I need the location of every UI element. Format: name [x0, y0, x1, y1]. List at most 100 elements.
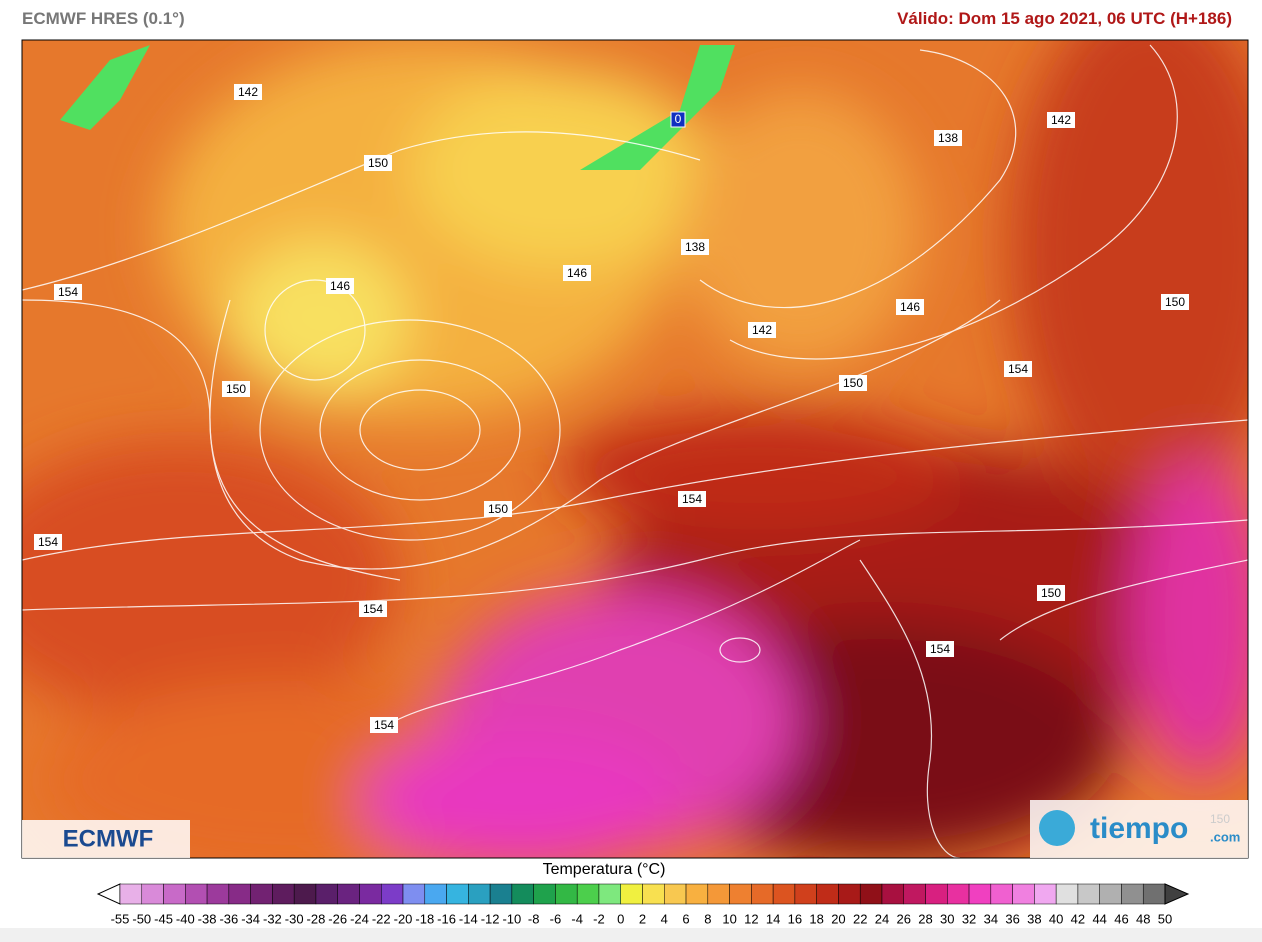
contour-label-box	[234, 84, 262, 100]
colorbar-swatch	[337, 883, 360, 905]
colorbar-tick: 2	[639, 911, 646, 926]
colorbar-swatch	[1142, 883, 1166, 905]
contour-label-box	[484, 501, 512, 517]
contour-label: 154	[38, 535, 58, 549]
contour-label-box	[563, 265, 591, 281]
colorbar-tick: -24	[350, 911, 369, 926]
colorbar-tick: -22	[372, 911, 391, 926]
contour-label: 154	[374, 718, 394, 732]
colorbar-tick: -45	[154, 911, 173, 926]
colorbar-tick: 20	[831, 911, 845, 926]
contour-label-box	[1047, 112, 1075, 128]
contour-label: 150	[488, 502, 508, 516]
contour-label-box	[1037, 585, 1065, 601]
colorbar-tick: 4	[661, 911, 668, 926]
contour-label: 142	[752, 323, 772, 337]
colorbar-tick: -55	[111, 911, 130, 926]
contour-label-box	[1161, 294, 1189, 310]
contour-label: 146	[330, 279, 350, 293]
colorbar-tick: 14	[766, 911, 780, 926]
colorbar-tick: 40	[1049, 911, 1063, 926]
colorbar-swatch	[315, 883, 338, 905]
contour-label-box	[748, 322, 776, 338]
colorbar-tick: 46	[1114, 911, 1128, 926]
contour-label-box	[678, 491, 706, 507]
colorbar-tick: -4	[571, 911, 583, 926]
colorbar-swatch	[968, 883, 992, 905]
contour-labels: 142 150 146 138 138 142 154 146 150 142 146 150 154 1…	[34, 84, 1189, 733]
tiempo-suffix: .com	[1210, 829, 1240, 844]
colorbar-swatch	[163, 883, 186, 905]
contour-label: 150	[1041, 586, 1061, 600]
colorbar-swatch	[620, 883, 643, 905]
colorbar-swatch	[119, 883, 143, 905]
contour-label: 154	[930, 642, 950, 656]
colorbar-low	[96, 883, 121, 905]
colorbar-swatch	[468, 883, 491, 905]
contour-label: 150	[226, 382, 246, 396]
colorbar-tick: 38	[1027, 911, 1041, 926]
colorbar-tick: 10	[722, 911, 736, 926]
colorbar-swatch	[293, 883, 317, 905]
valid-time: Válido: Dom 15 ago 2021, 06 UTC (H+186)	[897, 9, 1232, 28]
colorbar-swatch	[1012, 883, 1035, 905]
colorbar-tick: 12	[744, 911, 758, 926]
colorbar-tick: 16	[788, 911, 802, 926]
colorbar-tick: -32	[263, 911, 282, 926]
temperature-field	[22, 40, 1248, 858]
marker-box	[670, 111, 686, 128]
colorbar-tick: -14	[459, 911, 478, 926]
colorbar-swatch	[685, 883, 709, 905]
colorbar-tick: -34	[241, 911, 260, 926]
colorbar-swatch	[794, 883, 817, 905]
contour-label-box	[1004, 361, 1032, 377]
colorbar-swatch	[272, 883, 295, 905]
contour-label: 142	[238, 85, 258, 99]
colorbar-tick: 0	[617, 911, 624, 926]
contour-label: 146	[567, 266, 587, 280]
contour-label: 150	[843, 376, 863, 390]
contour-label-box	[34, 534, 62, 550]
colorbar-tick: 44	[1092, 911, 1106, 926]
colorbar-tick: -2	[593, 911, 605, 926]
colorbar-high	[1164, 883, 1190, 905]
contour-label: 154	[1008, 362, 1028, 376]
colorbar-swatch	[598, 883, 621, 905]
contour-label-box	[926, 641, 954, 657]
colorbar-tick: -40	[176, 911, 195, 926]
colorbar-tick: -38	[198, 911, 217, 926]
contour-label: 146	[900, 300, 920, 314]
colorbar-tick: -6	[550, 911, 562, 926]
contour-label: 154	[682, 492, 702, 506]
model-title: ECMWF HRES (0.1°)	[22, 9, 185, 28]
ecmwf-logo-bg	[22, 820, 190, 858]
colorbar-tick: 26	[897, 911, 911, 926]
colorbar-tick: 8	[704, 911, 711, 926]
contour-label: 154	[363, 602, 383, 616]
colorbar-tick: 28	[918, 911, 932, 926]
colorbar-tick: -50	[132, 911, 151, 926]
contour-label-box	[364, 155, 392, 171]
colorbar: -55 -50 -45 -40 -38 -36 -34 -32 -30 -28 -26 -24 -22-…	[96, 883, 1190, 926]
contours	[22, 44, 1248, 858]
colorbar-swatch	[424, 883, 447, 905]
marker-label: 0	[675, 112, 682, 126]
colorbar-tick: 18	[809, 911, 823, 926]
contour-label-box	[839, 375, 867, 391]
colorbar-swatch	[990, 883, 1013, 905]
colorbar-swatch	[903, 883, 926, 905]
colorbar-tick: -30	[285, 911, 304, 926]
colorbar-swatch	[859, 883, 883, 905]
tiempo-logo: tiempo	[1090, 812, 1188, 845]
colorbar-tick: 24	[875, 911, 889, 926]
colorbar-tick: -10	[502, 911, 521, 926]
colorbar-title: Temperatura (°C)	[543, 861, 666, 878]
colorbar-swatch	[816, 883, 839, 905]
colorbar-tick: 34	[984, 911, 998, 926]
colorbar-swatch	[707, 883, 730, 905]
contour-label-box	[896, 299, 924, 315]
colorbar-tick: -18	[415, 911, 434, 926]
contour-label-box	[370, 717, 398, 733]
colorbar-swatch	[1034, 883, 1057, 905]
